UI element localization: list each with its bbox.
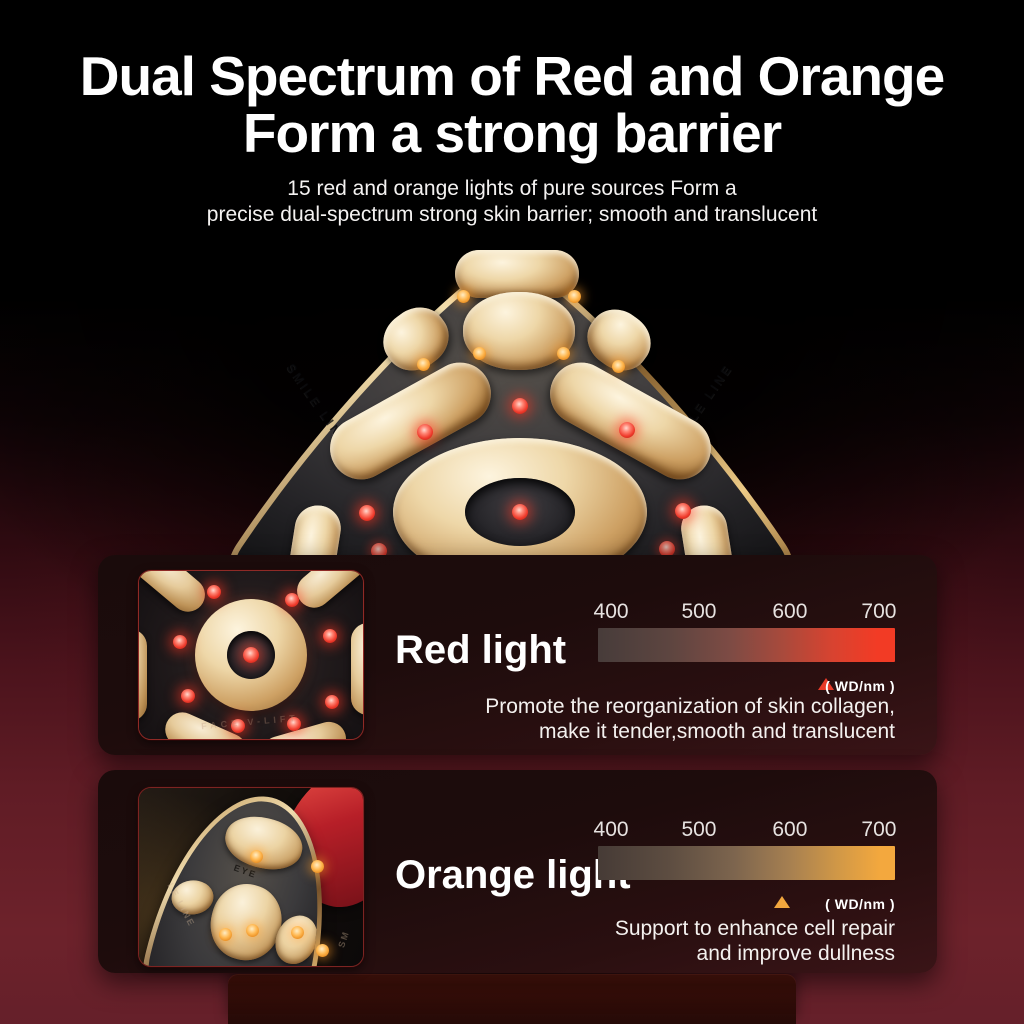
red-led bbox=[512, 504, 528, 520]
subtitle-line-2: precise dual-spectrum strong skin barrie… bbox=[206, 203, 818, 226]
red-led bbox=[675, 503, 691, 519]
title-line-2: Form a strong barrier bbox=[242, 102, 782, 164]
red-led bbox=[359, 505, 375, 521]
tick-600: 600 bbox=[772, 600, 808, 623]
wavelength-ticks: 400 500 600 700 bbox=[594, 600, 897, 624]
red-light-panel: FACE V-LIFT Red light 400 500 600 700 ( … bbox=[98, 555, 937, 755]
orange-light-panel: EYE LE LINE SM Orange light 400 500 600 … bbox=[98, 770, 937, 973]
gold-electrode bbox=[351, 623, 363, 715]
red-led bbox=[512, 398, 528, 414]
orange-led bbox=[291, 926, 304, 939]
title-line-1: Dual Spectrum of Red and Orange bbox=[79, 45, 945, 107]
orange-led bbox=[473, 347, 486, 360]
red-led bbox=[619, 422, 635, 438]
red-spectrum-scale: 400 500 600 700 ( WD/nm ) bbox=[594, 600, 897, 694]
marker-row: ( WD/nm ) bbox=[598, 894, 895, 912]
gold-electrode bbox=[139, 629, 147, 721]
product-photo: SMILE LINE SMILE LINE bbox=[205, 250, 817, 628]
description-line-2: make it tender,smooth and translucent bbox=[538, 720, 895, 743]
orange-led bbox=[219, 928, 232, 941]
red-light-title: Red light bbox=[395, 628, 567, 672]
orange-spectrum-scale: 400 500 600 700 ( WD/nm ) bbox=[594, 818, 897, 912]
description-line-1: Promote the reorganization of skin colla… bbox=[485, 695, 895, 718]
unit-label: ( WD/nm ) bbox=[825, 896, 895, 912]
red-spectrum-bar bbox=[598, 628, 895, 662]
page-subtitle: 15 red and orange lights of pure sources… bbox=[0, 176, 1024, 228]
orange-led bbox=[568, 290, 581, 303]
red-led bbox=[417, 424, 433, 440]
subtitle-line-1: 15 red and orange lights of pure sources… bbox=[287, 177, 737, 200]
wavelength-marker-icon bbox=[818, 678, 834, 690]
description-line-2: and improve dullness bbox=[696, 942, 895, 965]
red-light-description: Promote the reorganization of skin colla… bbox=[485, 694, 895, 744]
tick-500: 500 bbox=[681, 818, 717, 841]
tick-500: 500 bbox=[681, 600, 717, 623]
red-led bbox=[231, 719, 245, 733]
display-pedestal bbox=[228, 975, 796, 1024]
orange-led bbox=[316, 944, 329, 957]
header: Dual Spectrum of Red and Orange Form a st… bbox=[0, 48, 1024, 228]
red-led bbox=[285, 593, 299, 607]
orange-led bbox=[417, 358, 430, 371]
wavelength-marker-icon bbox=[774, 896, 790, 908]
orange-spectrum-bar bbox=[598, 846, 895, 880]
orange-led bbox=[457, 290, 470, 303]
orange-led bbox=[612, 360, 625, 373]
page-title: Dual Spectrum of Red and Orange Form a st… bbox=[0, 48, 1024, 162]
red-led bbox=[207, 585, 221, 599]
tick-400: 400 bbox=[593, 600, 629, 623]
marker-row: ( WD/nm ) bbox=[598, 676, 895, 694]
unit-label: ( WD/nm ) bbox=[825, 678, 895, 694]
description-line-1: Support to enhance cell repair bbox=[614, 917, 895, 940]
red-led bbox=[243, 647, 259, 663]
orange-light-description: Support to enhance cell repair and improv… bbox=[615, 916, 895, 966]
wavelength-ticks: 400 500 600 700 bbox=[594, 818, 897, 842]
red-led bbox=[325, 695, 339, 709]
red-light-thumbnail: FACE V-LIFT bbox=[138, 570, 364, 740]
orange-led bbox=[311, 860, 324, 873]
orange-led bbox=[250, 850, 263, 863]
orange-led bbox=[557, 347, 570, 360]
electrode-top-pill bbox=[455, 250, 579, 298]
tick-700: 700 bbox=[861, 818, 897, 841]
tick-700: 700 bbox=[861, 600, 897, 623]
red-led bbox=[323, 629, 337, 643]
red-led bbox=[173, 635, 187, 649]
tick-600: 600 bbox=[772, 818, 808, 841]
red-led bbox=[287, 717, 301, 731]
tick-400: 400 bbox=[593, 818, 629, 841]
orange-light-thumbnail: EYE LE LINE SM bbox=[138, 787, 364, 967]
orange-light-title: Orange light bbox=[395, 853, 631, 897]
red-led bbox=[659, 541, 675, 557]
red-led bbox=[181, 689, 195, 703]
orange-led bbox=[246, 924, 259, 937]
